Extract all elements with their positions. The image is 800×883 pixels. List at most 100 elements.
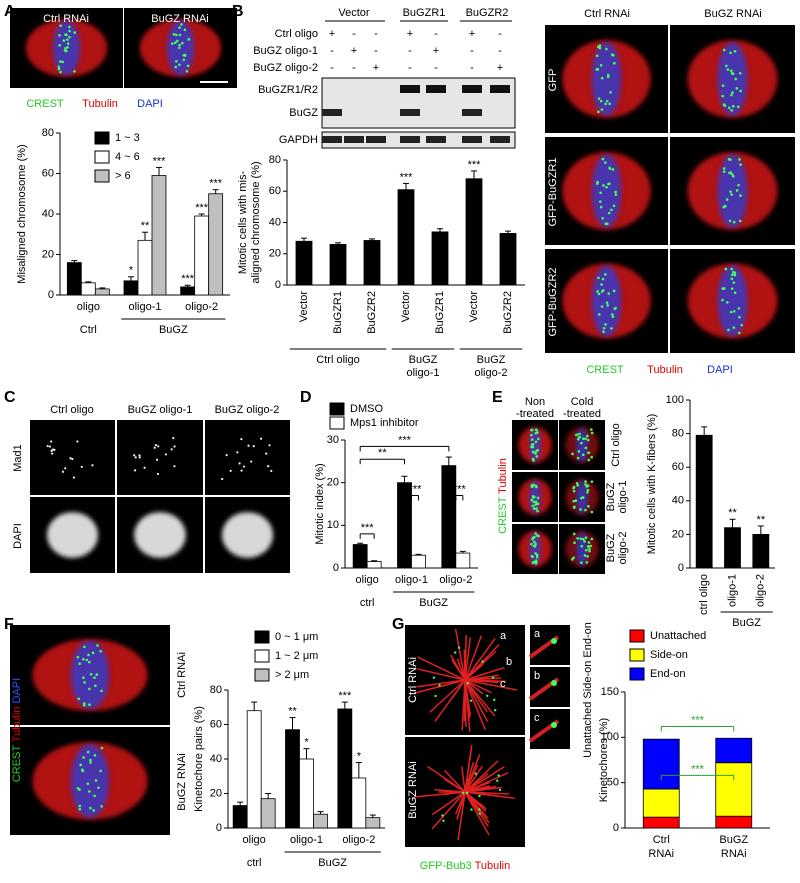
- kinetochore: [530, 433, 533, 437]
- kinetochore: [580, 561, 583, 565]
- kinetochore: [94, 779, 98, 782]
- kinetochore: [606, 75, 610, 79]
- kinetochore: [536, 496, 540, 500]
- bar: [194, 215, 210, 296]
- microtubule: [464, 761, 475, 793]
- mad1-spot: [133, 469, 137, 472]
- kinetochore: [731, 91, 734, 94]
- kinetochore: [722, 48, 726, 52]
- blot-mark: -: [374, 28, 378, 40]
- kinetochore: [611, 168, 615, 171]
- significance: *: [304, 737, 309, 749]
- kinetochore: [601, 216, 604, 220]
- microtubule: [417, 656, 466, 681]
- channel-label: CREST: [497, 496, 509, 534]
- mad1-spot: [143, 466, 146, 469]
- kinetochore: [178, 46, 181, 50]
- row-label: GFP: [547, 69, 559, 92]
- y-axis-label: Mitotic index (%): [314, 463, 326, 544]
- kinetochore: [610, 327, 613, 330]
- bar-segment: [642, 738, 680, 790]
- dna: [222, 512, 273, 558]
- kinetochore: [573, 505, 576, 509]
- legend-swatch: [254, 668, 270, 682]
- kinetochore: [572, 489, 576, 493]
- kinetochore: [584, 548, 588, 552]
- dna: [717, 42, 748, 116]
- kinetochore: [600, 283, 603, 286]
- microtubule: [464, 785, 497, 793]
- x-tick-label: Ctrl: [653, 834, 670, 846]
- mad1-spot: [268, 444, 271, 447]
- kinetochore: [58, 43, 61, 47]
- kinetochore: [729, 69, 733, 73]
- bar: [329, 243, 347, 286]
- bar: [431, 231, 449, 286]
- kinetochore: [587, 505, 590, 508]
- kinetochore: [588, 547, 591, 551]
- bar: [724, 527, 741, 569]
- kinetochore: [63, 49, 67, 52]
- y-tick-label: 0: [48, 289, 54, 301]
- kinetochore: [181, 41, 184, 45]
- kinetochore: [530, 484, 534, 487]
- kinetochore: [597, 110, 600, 114]
- bar: [94, 288, 110, 296]
- error-bar: [459, 550, 466, 554]
- column-label: -treated: [516, 408, 554, 420]
- y-tick-label: 20: [210, 787, 222, 799]
- kinetochore: [584, 508, 587, 512]
- dna: [529, 428, 541, 462]
- bar: [260, 798, 276, 829]
- kinetochore: [88, 703, 91, 707]
- blot-row-label: BuGZ oligo-2: [253, 62, 318, 74]
- microtubule: [454, 628, 466, 681]
- channel-label: GFP-Bub3 Tubulin: [420, 860, 511, 872]
- kinetochore: [99, 649, 102, 653]
- microtubule: [464, 772, 489, 793]
- panel-letter: F: [4, 616, 14, 633]
- mad1-spot: [50, 440, 53, 443]
- band-label: BuGZ: [289, 107, 318, 119]
- microtubule: [464, 772, 509, 793]
- x-tick-label: oligo-1: [726, 574, 738, 607]
- kinetochore: [87, 660, 91, 664]
- mad1-spot: [155, 458, 159, 461]
- microtubule: [431, 791, 466, 830]
- kinetochore: [535, 428, 538, 432]
- microtubule: [464, 660, 480, 681]
- kinetochore: [534, 552, 537, 555]
- kinetochore: [100, 746, 104, 750]
- kinetochore: [601, 157, 605, 161]
- bar: [299, 758, 314, 829]
- kinetochore: [721, 287, 725, 291]
- channel-label: CREST: [26, 98, 64, 110]
- kinetochore: [730, 277, 734, 281]
- kinetochore: [94, 684, 97, 688]
- kinetochore: [614, 306, 617, 310]
- kinetochore: [590, 480, 594, 483]
- kinetochore: [584, 437, 587, 440]
- blot-mark: -: [352, 62, 356, 74]
- kinetochore: [610, 313, 614, 316]
- band: [400, 136, 420, 143]
- blot-mark: -: [470, 45, 474, 57]
- channel-label: CREST: [586, 364, 624, 376]
- significance: *: [129, 265, 134, 277]
- microtubule: [464, 791, 490, 824]
- y-axis-label: Kinetochore pairs (%): [193, 706, 205, 812]
- kinetochore: [730, 173, 734, 176]
- legend-swatch: [329, 416, 345, 430]
- kinetochore: [722, 170, 726, 173]
- group-label: oligo-2: [474, 367, 507, 379]
- y-tick-label: 60: [42, 167, 54, 179]
- y-tick-label: 40: [210, 753, 222, 765]
- kinetochore: [597, 292, 601, 296]
- kinetochore: [95, 673, 99, 676]
- kinetochore: [610, 208, 613, 212]
- kinetochore: [583, 540, 586, 543]
- kinetochore: [601, 289, 605, 292]
- kinetochore: [551, 722, 557, 728]
- row-label: oligo-1: [617, 480, 629, 513]
